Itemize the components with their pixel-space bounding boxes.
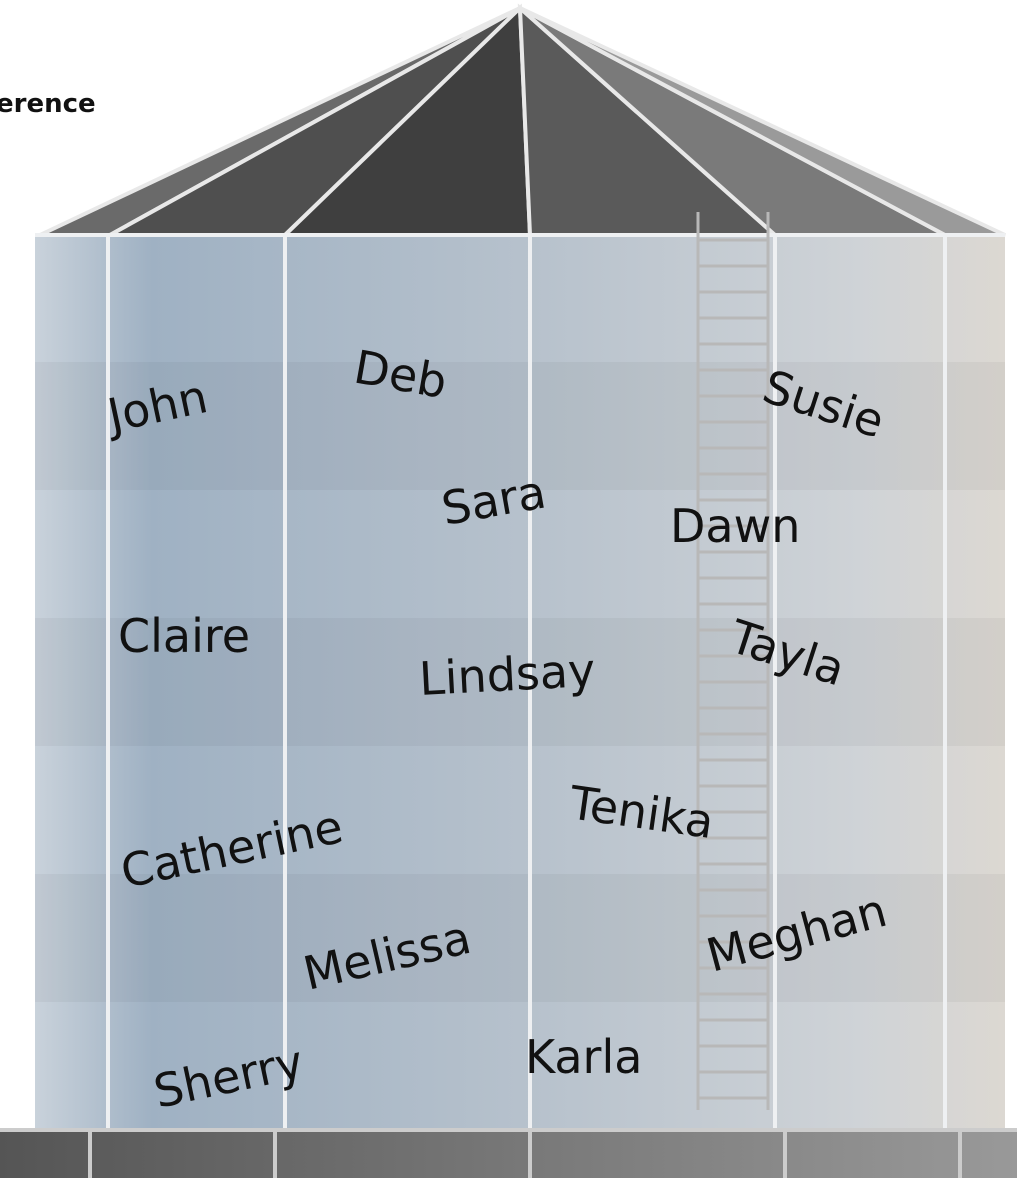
name: Claire [118,609,250,663]
roof [40,8,1005,235]
name: Karla [525,1030,642,1084]
header-title: erence [0,89,96,119]
name: Lindsay [418,643,597,706]
silo-graphic: erence John Deb Susie Sara Dawn Claire L… [0,0,1017,1178]
name: Dawn [670,499,800,553]
base [0,1130,1017,1178]
